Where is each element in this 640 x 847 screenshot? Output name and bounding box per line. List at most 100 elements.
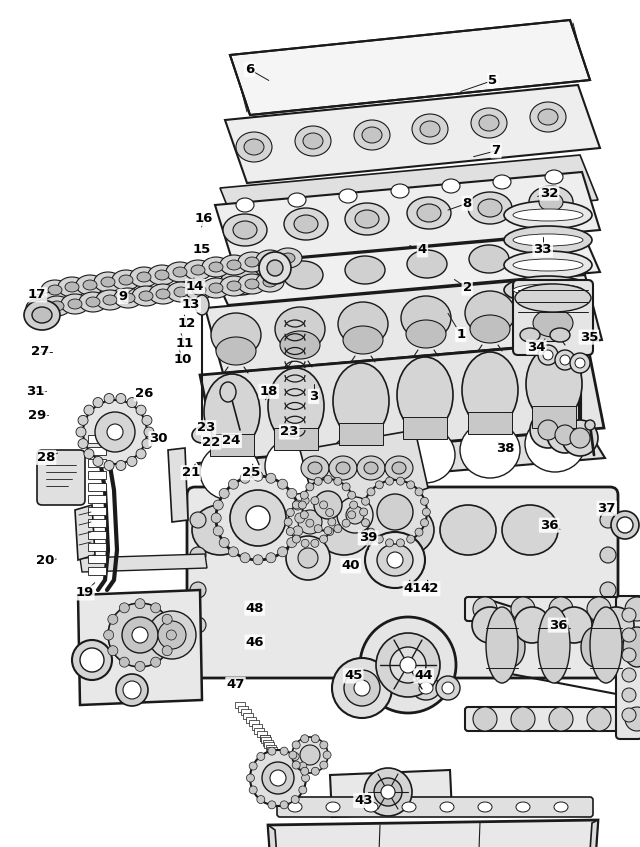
Ellipse shape	[294, 215, 318, 233]
Ellipse shape	[543, 350, 553, 360]
Ellipse shape	[504, 251, 592, 279]
Ellipse shape	[150, 603, 161, 613]
Text: 47: 47	[227, 678, 244, 691]
Ellipse shape	[333, 363, 389, 439]
Ellipse shape	[132, 286, 160, 306]
Ellipse shape	[298, 510, 322, 534]
Ellipse shape	[119, 657, 129, 667]
Ellipse shape	[314, 491, 342, 519]
Ellipse shape	[288, 193, 306, 207]
Ellipse shape	[190, 617, 206, 633]
Ellipse shape	[556, 607, 592, 643]
Ellipse shape	[195, 295, 209, 315]
Ellipse shape	[511, 597, 535, 621]
Ellipse shape	[107, 424, 123, 440]
Text: 9: 9	[118, 290, 127, 303]
Ellipse shape	[289, 751, 297, 759]
Ellipse shape	[301, 496, 309, 505]
Ellipse shape	[244, 139, 264, 155]
Ellipse shape	[156, 289, 170, 299]
Ellipse shape	[406, 481, 415, 489]
Ellipse shape	[526, 346, 582, 422]
Ellipse shape	[407, 197, 451, 229]
Bar	[257, 731, 268, 738]
Ellipse shape	[288, 500, 332, 544]
Ellipse shape	[377, 544, 413, 576]
Ellipse shape	[274, 248, 302, 268]
Ellipse shape	[254, 505, 310, 555]
Ellipse shape	[549, 707, 573, 731]
Ellipse shape	[240, 553, 250, 562]
Ellipse shape	[299, 762, 307, 770]
Polygon shape	[582, 820, 598, 847]
Ellipse shape	[227, 260, 241, 270]
Ellipse shape	[354, 120, 390, 150]
Ellipse shape	[600, 512, 616, 528]
Ellipse shape	[486, 607, 518, 683]
Ellipse shape	[256, 250, 284, 270]
Ellipse shape	[302, 479, 354, 531]
Ellipse shape	[412, 676, 440, 700]
Ellipse shape	[209, 262, 223, 272]
Ellipse shape	[292, 526, 303, 536]
Ellipse shape	[345, 203, 389, 235]
Ellipse shape	[236, 198, 254, 212]
Ellipse shape	[291, 752, 299, 761]
Bar	[270, 752, 280, 758]
Ellipse shape	[58, 277, 86, 297]
Ellipse shape	[406, 535, 415, 543]
Ellipse shape	[339, 189, 357, 203]
Ellipse shape	[344, 670, 380, 706]
Text: 5: 5	[488, 74, 497, 87]
Ellipse shape	[349, 501, 358, 509]
Ellipse shape	[385, 539, 394, 547]
Ellipse shape	[249, 762, 257, 770]
Ellipse shape	[316, 505, 372, 555]
Ellipse shape	[363, 480, 427, 544]
Ellipse shape	[48, 285, 62, 295]
Ellipse shape	[116, 674, 148, 706]
Ellipse shape	[300, 511, 308, 519]
Bar	[249, 720, 259, 727]
Text: 19: 19	[76, 586, 93, 600]
Ellipse shape	[525, 416, 585, 472]
Ellipse shape	[326, 802, 340, 812]
Text: 40: 40	[342, 559, 360, 573]
Text: 23: 23	[197, 421, 215, 435]
Ellipse shape	[286, 536, 330, 580]
Ellipse shape	[298, 548, 318, 568]
Ellipse shape	[301, 540, 309, 547]
Ellipse shape	[24, 300, 60, 330]
Text: 29: 29	[28, 408, 46, 422]
Ellipse shape	[240, 473, 250, 484]
Ellipse shape	[419, 682, 433, 694]
Ellipse shape	[253, 555, 263, 565]
Bar	[88, 435, 106, 443]
Ellipse shape	[216, 337, 256, 365]
Ellipse shape	[460, 422, 520, 478]
Ellipse shape	[26, 298, 54, 318]
Bar	[88, 543, 106, 551]
Text: 3: 3	[309, 390, 318, 403]
Ellipse shape	[223, 214, 267, 246]
Ellipse shape	[515, 284, 591, 312]
Ellipse shape	[323, 751, 331, 759]
Text: 7: 7	[492, 144, 500, 158]
Ellipse shape	[504, 201, 592, 229]
Ellipse shape	[346, 506, 364, 524]
Ellipse shape	[301, 767, 308, 775]
Ellipse shape	[300, 491, 308, 499]
Ellipse shape	[367, 488, 375, 495]
Ellipse shape	[420, 121, 440, 137]
Ellipse shape	[263, 255, 277, 265]
Ellipse shape	[330, 433, 390, 489]
Ellipse shape	[83, 400, 147, 464]
Ellipse shape	[348, 511, 356, 519]
Ellipse shape	[259, 252, 291, 284]
Bar	[88, 459, 106, 467]
Polygon shape	[200, 342, 604, 461]
Ellipse shape	[184, 260, 212, 280]
Ellipse shape	[250, 750, 306, 806]
Ellipse shape	[440, 505, 496, 555]
Ellipse shape	[598, 607, 634, 643]
